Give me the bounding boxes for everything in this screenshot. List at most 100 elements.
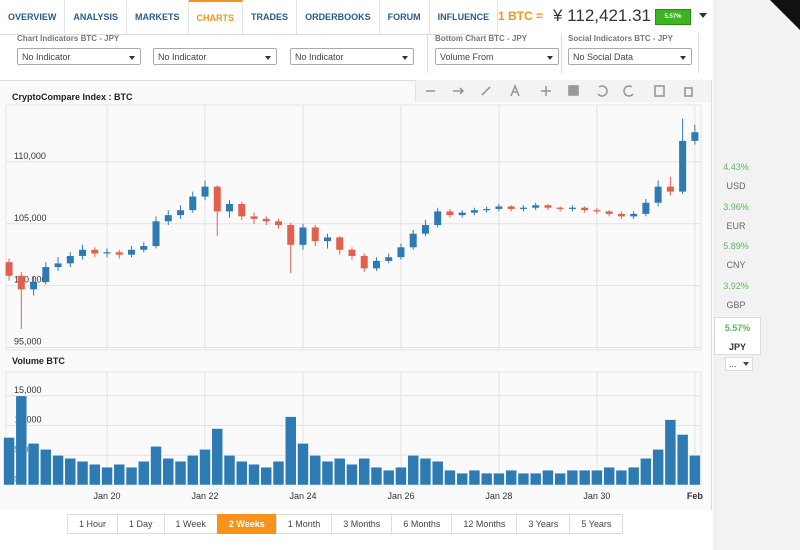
volume-bar	[480, 472, 493, 486]
candle-body	[617, 213, 625, 217]
candle-body	[372, 260, 380, 269]
currency-code: EUR	[726, 220, 746, 231]
nav-tab[interactable]: INFLUENCE	[430, 0, 499, 34]
y-tick-label: 95,000	[14, 337, 42, 347]
x-tick-label: Feb	[687, 491, 704, 501]
x-tick-label: Jan 28	[485, 491, 512, 501]
timeframe-button[interactable]: 2 Weeks	[216, 514, 277, 534]
tool-arrow[interactable]	[453, 87, 465, 95]
nav-tab[interactable]: OVERVIEW	[0, 0, 66, 34]
indicator-select[interactable]: No Indicator	[290, 48, 414, 65]
x-tick-label: Jan 22	[191, 491, 218, 501]
timeframe-button[interactable]: 3 Years	[516, 514, 571, 534]
timeframe-button[interactable]: 1 Hour	[67, 514, 119, 534]
volume-bar	[333, 457, 346, 486]
candle-body	[323, 237, 331, 242]
timeframe-button[interactable]: 1 Week	[163, 514, 218, 534]
candle-body	[581, 207, 589, 211]
timeframe-button[interactable]: 1 Month	[275, 514, 333, 534]
currency-change: 5.57%	[724, 323, 751, 333]
tool-undo[interactable]	[597, 85, 608, 97]
tool-text[interactable]	[510, 83, 520, 97]
timeframe-button[interactable]: 3 Months	[331, 514, 393, 534]
indicator-select[interactable]: Volume From	[435, 48, 559, 65]
currency-item[interactable]: 5.57% JPY	[714, 317, 761, 355]
currency-item[interactable]: 3.96% EUR	[716, 197, 756, 235]
candle-body	[544, 205, 552, 208]
timeframe-button[interactable]: 12 Months	[451, 514, 518, 534]
timeframe-bar: 1 Hour 1 Day 1 Week 2 Weeks 1 Month 3 Months 6…	[67, 514, 624, 534]
tool-add[interactable]	[541, 86, 551, 96]
candle-body	[140, 246, 148, 250]
x-tick-label: Jan 20	[94, 491, 121, 501]
plot-area	[5, 104, 702, 351]
volume-bar	[676, 434, 689, 486]
tool-redo[interactable]	[623, 85, 634, 97]
candle-body	[679, 140, 687, 192]
y-tick-label: 100,000	[14, 275, 47, 285]
volume-bar	[652, 449, 664, 486]
volume-bar	[517, 472, 530, 486]
nav-tab[interactable]: ORDERBOOKS	[297, 0, 380, 34]
volume-bar	[101, 466, 113, 486]
corner-triangle	[770, 0, 800, 30]
indicator-select[interactable]: No Indicator	[17, 48, 141, 65]
volume-bar	[27, 443, 40, 486]
nav-tab[interactable]: CHARTS	[188, 0, 244, 34]
chart: CryptoCompare Index : BTC 95,000 100,000 10…	[3, 92, 704, 501]
nav-tab[interactable]: MARKETS	[127, 0, 189, 34]
volume-bar	[284, 416, 297, 486]
toolbar-icons	[426, 83, 693, 97]
indicator-divider	[427, 33, 428, 73]
volume-bar	[578, 469, 591, 486]
tool-save[interactable]	[654, 85, 665, 97]
indicator-select[interactable]: No Indicator	[153, 48, 277, 65]
y-tick-label: 105,000	[14, 213, 47, 223]
nav-tab[interactable]: TRADES	[243, 0, 298, 34]
currency-code: CNY	[726, 260, 746, 270]
volume-bar	[248, 463, 260, 486]
candle-body	[250, 216, 258, 219]
candle-body	[421, 225, 429, 234]
nav-tab[interactable]: ANALYSIS	[65, 0, 128, 34]
x-tick-label: Jan 26	[387, 491, 414, 501]
price-label: 1 BTC =	[498, 9, 544, 23]
nav-tab[interactable]: FORUM	[380, 0, 430, 34]
tool-shape[interactable]	[568, 85, 579, 96]
candle-body	[666, 186, 674, 192]
price-dropdown[interactable]	[698, 12, 708, 20]
volume-bar	[566, 469, 579, 486]
candle-body	[79, 249, 87, 256]
timeframe-button[interactable]: 1 Day	[117, 514, 165, 534]
candle-body	[336, 237, 344, 250]
volume-bar	[162, 457, 175, 486]
volume-bar	[113, 463, 126, 486]
candle-body	[446, 211, 454, 216]
volume-bar	[542, 469, 554, 486]
candle-body	[507, 206, 515, 209]
volume-bar	[627, 466, 640, 486]
tool-delete[interactable]	[684, 87, 693, 97]
y-tick-label: 110,000	[14, 151, 46, 161]
currency-item[interactable]: 4.43% USD	[716, 157, 756, 195]
x-tick-label: Jan 30	[583, 491, 610, 501]
timeframe-button[interactable]: 6 Months	[391, 514, 453, 534]
volume-bar	[187, 455, 199, 486]
y-tick-label: 10,000	[14, 415, 42, 425]
candle-body	[593, 210, 601, 212]
volume-bar	[272, 460, 285, 486]
timeframe-button[interactable]: 5 Years	[569, 514, 624, 534]
candle-body	[348, 249, 356, 256]
currency-code: JPY	[728, 342, 746, 352]
indicator-select[interactable]: No Social Data	[568, 48, 692, 65]
tool-pen[interactable]	[481, 86, 491, 96]
candle-body	[152, 221, 160, 247]
candle-body	[42, 267, 50, 282]
candle-body	[654, 186, 662, 203]
candle-body	[177, 210, 185, 216]
more-currencies[interactable]: ...	[725, 357, 753, 371]
volume-bar	[64, 457, 77, 486]
currency-item[interactable]: 5.89% CNY	[716, 236, 756, 274]
currency-item[interactable]: 3.92% GBP	[716, 276, 756, 314]
